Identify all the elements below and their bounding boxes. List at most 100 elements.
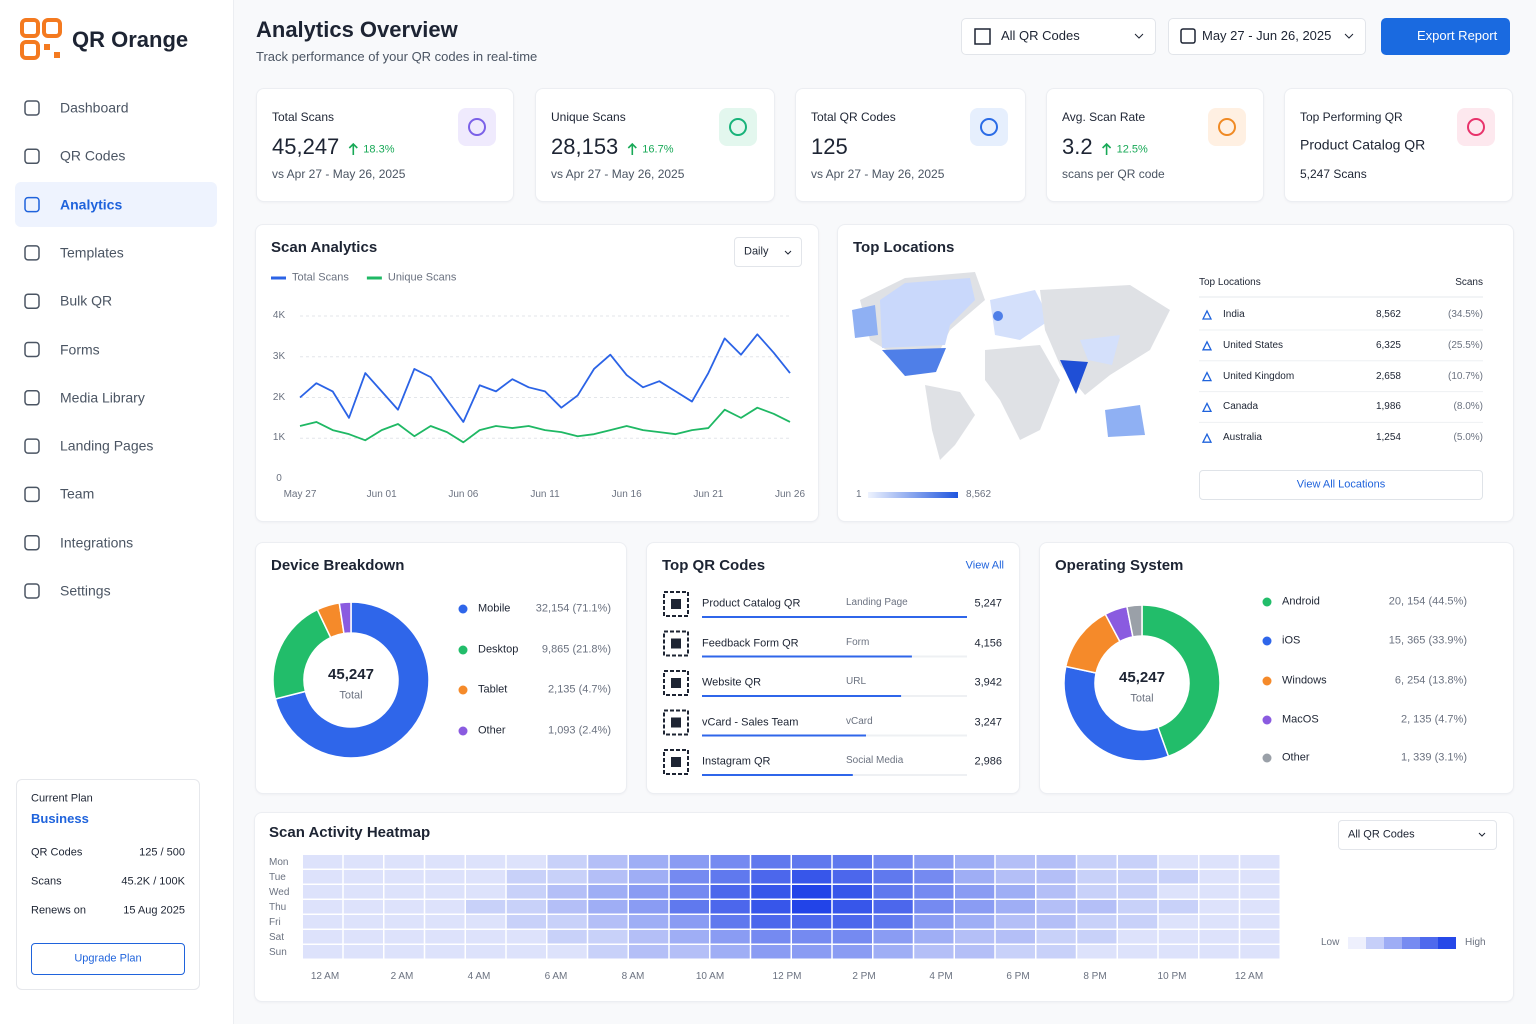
legend-value: 2,135 (4.7%) [548,683,611,696]
heat-cell [384,915,424,929]
heat-cell [710,930,750,944]
kpi-note: vs Apr 27 - May 26, 2025 [811,166,945,181]
x-tick-label: Jun 06 [448,489,479,500]
country-scans: 1,986 [1375,401,1401,413]
plan-row-value: 125 / 500 [139,846,185,859]
card-title: Scan Activity Heatmap [269,824,431,841]
kpi-icon-bg [1208,108,1246,146]
heat-cell [751,900,791,914]
qr-thumb [663,749,689,775]
line-series [299,333,791,423]
heat-cell [588,870,628,884]
heat-cell [506,930,546,944]
heat-cell [995,915,1035,929]
nav-item[interactable]: Analytics [60,196,123,213]
nav-item[interactable]: Media Library [60,389,145,406]
heat-cell [873,900,913,914]
hour-label: 8 PM [1083,971,1107,982]
heat-cell [343,915,383,929]
nav-item[interactable]: Dashboard [60,99,129,116]
heat-cell [425,885,465,899]
nav-item[interactable]: Landing Pages [60,437,154,454]
donut-slice [1141,604,1221,758]
nav-item[interactable]: Integrations [60,534,134,551]
export-label[interactable]: Export Report [1417,28,1498,44]
nav-item[interactable]: QR Codes [60,147,126,164]
qr-thumb-core [671,717,681,728]
filter-label[interactable]: All QR Codes [1001,28,1080,44]
period-label[interactable]: Daily [744,245,769,258]
heat-cell [588,945,628,959]
kpi-icon-bg [970,108,1008,146]
nav-icon [24,486,40,503]
legend-name: Android [1282,595,1320,608]
country: Canada [1223,401,1259,413]
heatmap-filter-label[interactable]: All QR Codes [1348,828,1415,841]
heat-cell [995,885,1035,899]
kpi-value: 28,153 [551,133,619,159]
heat-cell [425,870,465,884]
heat-cell [832,915,872,929]
country-scans: 8,562 [1375,309,1401,320]
nav-item[interactable]: Team [60,485,95,502]
heat-cell [751,930,791,944]
day-label: Sun [269,946,287,958]
qr-thumb [663,630,689,657]
legend-value: 1,093 (2.4%) [548,724,611,737]
map-south-america [925,385,975,460]
kpi-icon-bg [458,108,496,146]
map-europe [990,290,1050,340]
nav-item[interactable]: Settings [60,582,111,599]
view-locations-label[interactable]: View All Locations [1296,478,1386,491]
qr-thumb [663,670,689,696]
upgrade-button[interactable] [31,943,185,975]
heat-cell [1240,945,1280,959]
heatmap-filter[interactable] [1338,820,1497,850]
legend-value: 2, 135 (4.7%) [1400,713,1467,726]
country-scans: 6,325 [1375,339,1401,351]
heat-cell [1158,885,1198,899]
heat-cell [384,945,424,959]
kpi-value: Product Catalog QR [1300,136,1426,153]
date-label[interactable]: May 27 - Jun 26, 2025 [1202,28,1332,44]
heat-cell [384,930,424,944]
heat-cell [629,885,669,899]
map-legend-min: 1 [856,489,862,500]
line-series [299,406,791,444]
heat-cell [873,885,913,899]
heat-cell [425,900,465,914]
view-locations-button[interactable] [1199,470,1483,500]
x-tick-label: Jun 01 [366,489,397,500]
legend-dot [458,604,468,614]
legend-name: iOS [1282,634,1301,647]
up-arrow [348,142,358,155]
nav-item[interactable]: Templates [60,244,124,261]
filter-dropdown[interactable] [961,18,1156,55]
hour-label: 4 AM [467,971,491,982]
heat-cell [914,900,954,914]
country-share: (25.5%) [1447,339,1483,351]
heat-legend-swatch [1402,937,1420,949]
heat-cell [629,855,669,869]
kpi-label: Unique Scans [551,109,626,124]
kpi-label: Total Scans [272,109,335,124]
heat-cell [914,870,954,884]
bar [702,655,912,658]
legend-dot [1262,715,1272,725]
heat-cell [914,930,954,944]
heat-cell [995,945,1035,959]
heat-cell [588,930,628,944]
upgrade-label[interactable]: Upgrade Plan [74,952,142,965]
heat-cell [669,945,709,959]
nav-icon [24,245,40,261]
export-button[interactable] [1381,18,1510,55]
heat-cell [1077,945,1117,959]
heat-cell [506,900,546,914]
view-all[interactable]: View All [965,559,1004,572]
x-tick-label: Jun 21 [693,489,724,500]
date-dropdown[interactable] [1168,18,1366,55]
heat-cell [1036,945,1076,959]
heat-cell [506,870,546,884]
nav-item[interactable]: Bulk QR [60,292,113,309]
nav-item[interactable]: Forms [60,341,100,358]
